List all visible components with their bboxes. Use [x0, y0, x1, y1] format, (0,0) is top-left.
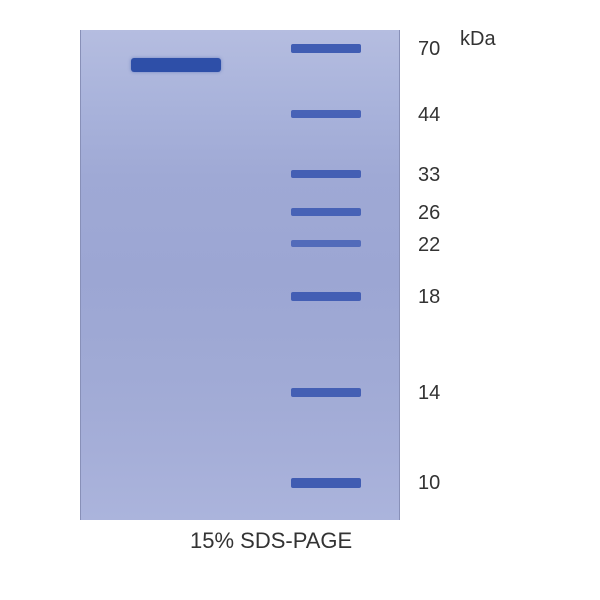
- sample-band: [131, 58, 221, 72]
- mw-label: 33: [418, 164, 440, 187]
- mw-label: 18: [418, 286, 440, 309]
- marker-band: [291, 44, 361, 53]
- mw-label: 26: [418, 202, 440, 225]
- mw-label: 14: [418, 382, 440, 405]
- mw-label: 44: [418, 104, 440, 127]
- mw-label: 22: [418, 234, 440, 257]
- sample-lane: [131, 30, 221, 520]
- marker-band: [291, 292, 361, 301]
- gel-background: [80, 30, 400, 520]
- marker-band: [291, 208, 361, 216]
- gel-figure: kDa 15% SDS-PAGE 70 44 33 26 22 18 14 10: [50, 20, 550, 580]
- mw-label: 70: [418, 38, 440, 61]
- marker-band: [291, 170, 361, 178]
- marker-band: [291, 388, 361, 397]
- marker-lane: [291, 30, 361, 520]
- marker-band: [291, 110, 361, 118]
- unit-label: kDa: [460, 28, 496, 51]
- gel-caption: 15% SDS-PAGE: [190, 528, 352, 554]
- mw-label: 10: [418, 472, 440, 495]
- marker-band: [291, 240, 361, 247]
- marker-band: [291, 478, 361, 488]
